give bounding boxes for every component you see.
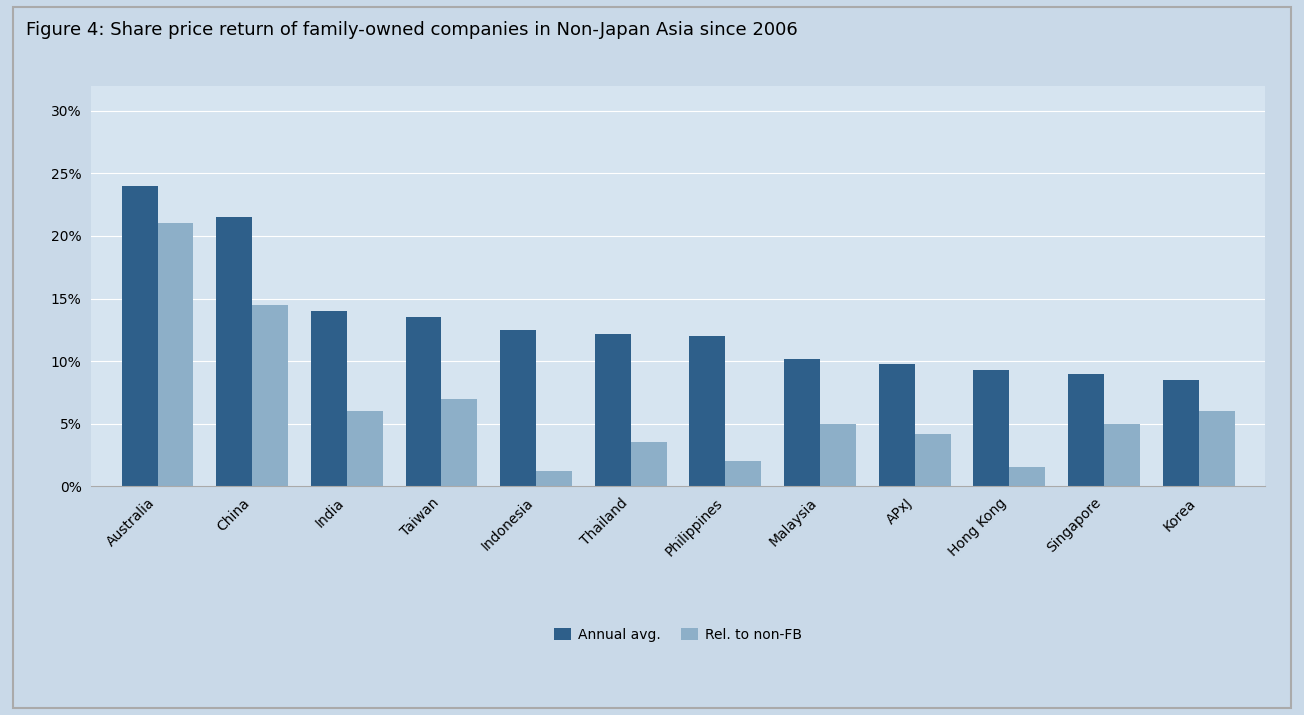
Bar [784,359,820,486]
Bar [914,433,951,486]
Bar [725,461,762,486]
Bar [1068,374,1104,486]
Bar [310,311,347,486]
Bar [879,363,914,486]
Bar [690,336,725,486]
Bar [1163,380,1198,486]
Bar [1198,411,1235,486]
Bar [595,333,631,486]
Bar [1009,468,1046,486]
Bar [536,471,572,486]
Legend: Annual avg., Rel. to non-FB: Annual avg., Rel. to non-FB [549,622,807,647]
Bar [216,217,252,486]
Bar [501,330,536,486]
Bar [631,443,666,486]
Bar [347,411,383,486]
Bar [121,186,158,486]
Bar [1104,423,1140,486]
Bar [442,399,477,486]
Bar [973,370,1009,486]
Bar [820,423,855,486]
Text: Figure 4: Share price return of family-owned companies in Non-Japan Asia since 2: Figure 4: Share price return of family-o… [26,21,798,39]
Bar [252,305,288,486]
Bar [406,317,442,486]
Bar [158,223,193,486]
